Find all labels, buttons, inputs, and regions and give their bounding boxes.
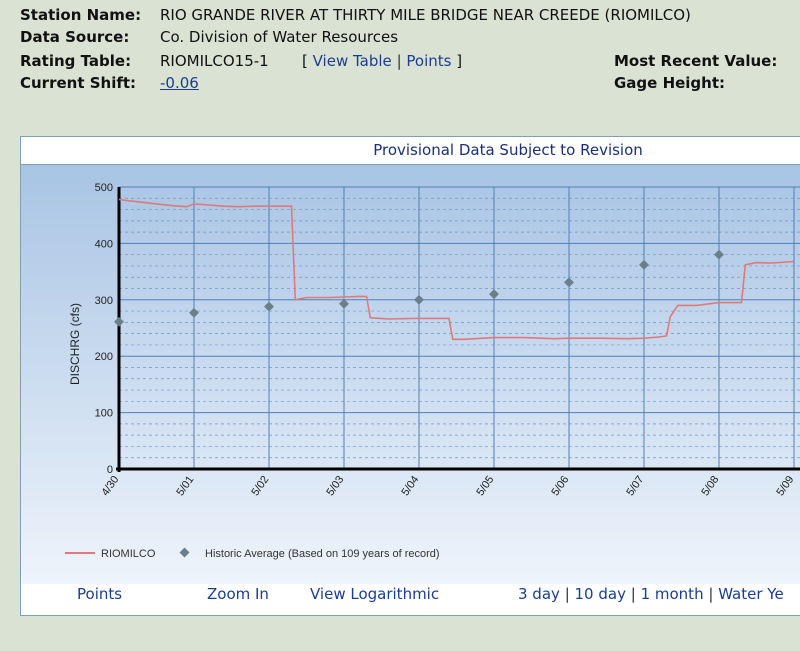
historic-average-point xyxy=(639,259,649,270)
legend-historic-average: Historic Average (Based on 109 years of … xyxy=(205,548,440,560)
historic-average-point xyxy=(564,277,574,288)
legend-riomilco: RIOMILCO xyxy=(101,548,156,560)
chart-background xyxy=(21,164,800,584)
y-tick-label: 400 xyxy=(95,238,113,250)
y-tick-label: 500 xyxy=(95,182,113,194)
chart-title: Provisional Data Subject to Revision xyxy=(373,141,643,159)
station-name-value: RIO GRANDE RIVER AT THIRTY MILE BRIDGE N… xyxy=(160,6,691,24)
zoom-in-link[interactable]: Zoom In xyxy=(207,585,269,603)
current-shift-label: Current Shift: xyxy=(20,74,137,92)
y-tick-label: 0 xyxy=(107,464,113,476)
chart-panel: Provisional Data Subject to Revision 0 10… xyxy=(20,136,800,616)
historic-average-point xyxy=(189,307,199,318)
y-axis-label: DISCHRG (cfs) xyxy=(68,303,82,385)
view-table-link[interactable]: View Table xyxy=(312,52,392,70)
data-source-value: Co. Division of Water Resources xyxy=(160,28,399,46)
station-info: Station Name: RIO GRANDE RIVER AT THIRTY… xyxy=(0,0,800,125)
chart-legend: RIOMILCO Historic Average (Based on 109 … xyxy=(65,547,440,560)
historic-average-point xyxy=(114,316,124,327)
gage-height-label: Gage Height: xyxy=(614,74,726,92)
current-shift-link[interactable]: -0.06 xyxy=(160,74,199,92)
most-recent-value-label: Most Recent Value: xyxy=(614,52,778,70)
data-source-label: Data Source: xyxy=(20,28,130,46)
rating-table-value: RIOMILCO15-1 xyxy=(160,52,269,70)
y-tick-label: 100 xyxy=(95,408,113,420)
y-tick-label: 200 xyxy=(95,351,113,363)
legend-diamond-swatch xyxy=(179,547,190,558)
chart-footer: Points Zoom In View Logarithmic 3 day | … xyxy=(20,585,800,613)
water-year-link[interactable]: Water Ye xyxy=(718,585,784,603)
range-links: 3 day | 10 day | 1 month | Water Ye xyxy=(518,585,784,603)
chart-top-border xyxy=(21,164,800,165)
riomilco-discharge-line xyxy=(118,198,795,341)
ten-day-link[interactable]: 10 day xyxy=(574,585,626,603)
rating-links: [ View Table | Points ] xyxy=(302,52,463,70)
y-tick-label: 300 xyxy=(95,295,113,307)
view-logarithmic-link[interactable]: View Logarithmic xyxy=(310,585,440,603)
station-name-label: Station Name: xyxy=(20,6,142,24)
one-month-link[interactable]: 1 month xyxy=(640,585,704,603)
historic-average-point xyxy=(339,298,349,309)
three-day-link[interactable]: 3 day xyxy=(518,585,560,603)
rating-table-label: Rating Table: xyxy=(20,52,132,70)
historic-average-point xyxy=(714,249,724,260)
points-link[interactable]: Points xyxy=(406,52,452,70)
footer-points-link[interactable]: Points xyxy=(77,585,123,603)
historic-average-point xyxy=(414,294,424,305)
